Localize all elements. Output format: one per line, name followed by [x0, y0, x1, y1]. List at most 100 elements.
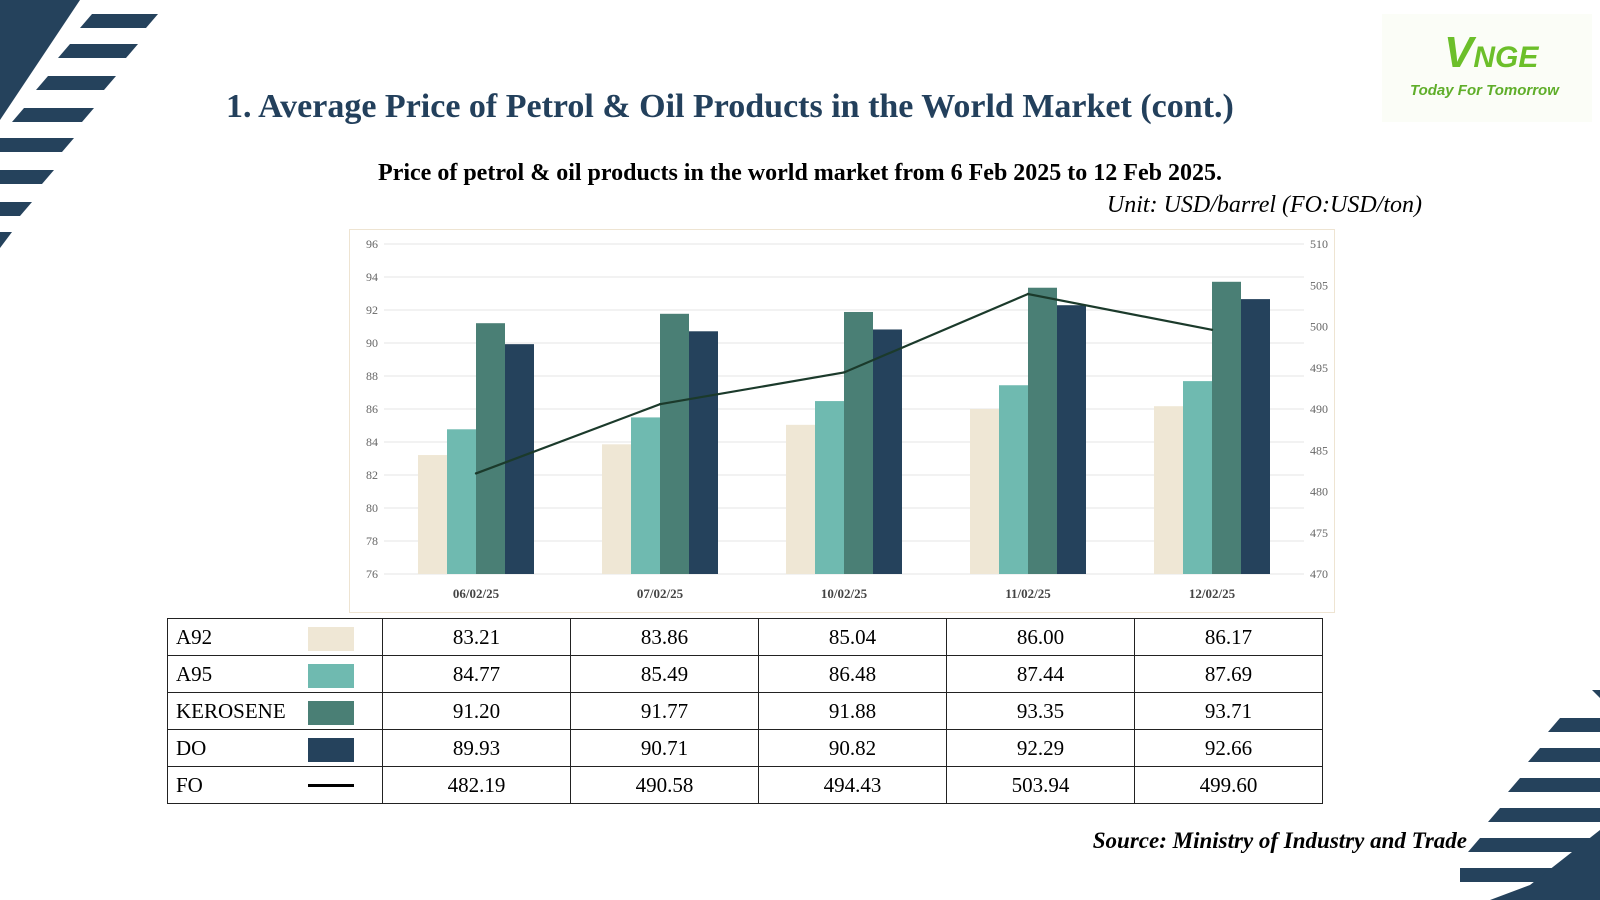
- unit-label: Unit: USD/barrel (FO:USD/ton): [1106, 192, 1422, 218]
- series-name: FO: [176, 772, 203, 797]
- x-tick-label: 07/02/25: [637, 586, 684, 601]
- table-cell: 92.29: [946, 729, 1135, 767]
- table-cell: 90.82: [758, 729, 947, 767]
- legend-color-swatch: [308, 627, 354, 651]
- series-name: A95: [176, 661, 213, 686]
- legend-color-swatch: [308, 664, 354, 688]
- table-cell: 83.86: [570, 618, 759, 656]
- x-tick-label: 06/02/25: [453, 586, 500, 601]
- bar-kerosene-2: [844, 311, 873, 574]
- bar-do-0: [505, 344, 534, 574]
- table-cell: 83.21: [382, 618, 571, 656]
- series-name-cell: DO: [167, 729, 383, 767]
- series-name: A92: [176, 624, 213, 649]
- combo-chart: 76 78 80 82 84 86 88 90 92 94 96 470 475 480 485 490 495…: [366, 237, 1328, 601]
- bar-a92-1: [602, 444, 631, 574]
- table-cell: 87.44: [946, 655, 1135, 693]
- page-title: 1. Average Price of Petrol & Oil Product…: [226, 88, 1234, 125]
- table-row: KEROSENE 91.20 91.77 91.88 93.35 93.71: [167, 692, 1323, 730]
- table-cell: 86.17: [1134, 618, 1323, 656]
- y2-tick-label: 510: [1310, 237, 1328, 251]
- series-name-cell: A95: [167, 655, 383, 693]
- x-tick-label: 11/02/25: [1005, 586, 1051, 601]
- y2-tick-label: 505: [1310, 278, 1328, 292]
- bar-do-2: [873, 329, 902, 574]
- legend-color-swatch: [308, 738, 354, 762]
- table-cell: 92.66: [1134, 729, 1323, 767]
- y-tick-label: 82: [366, 468, 378, 482]
- table-cell: 87.69: [1134, 655, 1323, 693]
- company-logo: VNGE Today For Tomorrow: [1382, 14, 1592, 122]
- y-tick-label: 78: [366, 534, 378, 548]
- table-cell: 91.88: [758, 692, 947, 730]
- decorative-stripes-bottom-right: [1460, 690, 1600, 900]
- table-cell: 85.04: [758, 618, 947, 656]
- y2-tick-label: 485: [1310, 443, 1328, 457]
- y-tick-label: 96: [366, 237, 378, 251]
- line-point-fo-4: [1210, 328, 1214, 331]
- table-cell: 85.49: [570, 655, 759, 693]
- bar-a95-3: [999, 385, 1028, 574]
- table-cell: 89.93: [382, 729, 571, 767]
- table-cell: 494.43: [758, 766, 947, 804]
- y-tick-label: 88: [366, 369, 378, 383]
- decorative-stripes-top-left: [0, 0, 158, 248]
- y2-tick-label: 475: [1310, 526, 1328, 540]
- bar-kerosene-4: [1212, 281, 1241, 574]
- y-tick-label: 94: [366, 270, 378, 284]
- bar-a92-0: [418, 455, 447, 574]
- bar-a95-4: [1183, 381, 1212, 574]
- bar-do-3: [1057, 305, 1086, 574]
- bar-a95-1: [631, 417, 660, 574]
- line-point-fo-3: [1026, 292, 1030, 296]
- bar-a92-4: [1154, 406, 1183, 574]
- line-point-fo-0: [474, 472, 478, 475]
- y-tick-label: 76: [366, 567, 378, 581]
- bar-do-4: [1241, 299, 1270, 574]
- series-name-cell: FO: [167, 766, 383, 804]
- table-cell: 482.19: [382, 766, 571, 804]
- y2-tick-label: 490: [1310, 402, 1328, 416]
- series-name: KEROSENE: [176, 698, 286, 723]
- line-point-fo-1: [658, 403, 662, 406]
- table-row: DO 89.93 90.71 90.82 92.29 92.66: [167, 729, 1323, 767]
- bar-do-1: [689, 331, 718, 574]
- bar-kerosene-1: [660, 313, 689, 574]
- y-tick-label: 80: [366, 501, 378, 515]
- table-cell: 503.94: [946, 766, 1135, 804]
- logo-tagline: Today For Tomorrow: [1410, 82, 1559, 99]
- table-cell: 86.00: [946, 618, 1135, 656]
- y2-tick-label: 480: [1310, 485, 1328, 499]
- series-name-cell: KEROSENE: [167, 692, 383, 730]
- bar-kerosene-0: [476, 323, 505, 574]
- chart-panel: 76 78 80 82 84 86 88 90 92 94 96 470 475 480 485 490 495…: [349, 229, 1335, 613]
- legend-line-swatch: [308, 784, 354, 787]
- table-cell: 86.48: [758, 655, 947, 693]
- data-table: A92 83.21 83.86 85.04 86.00 86.17 A95 84.77 85.4…: [167, 618, 1323, 804]
- table-cell: 490.58: [570, 766, 759, 804]
- series-name-cell: A92: [167, 618, 383, 656]
- y-tick-label: 86: [366, 402, 378, 416]
- table-cell: 93.35: [946, 692, 1135, 730]
- bar-a95-2: [815, 401, 844, 574]
- y-tick-label: 90: [366, 336, 378, 350]
- y2-tick-label: 495: [1310, 361, 1328, 375]
- y-tick-label: 92: [366, 303, 378, 317]
- table-cell: 91.20: [382, 692, 571, 730]
- y2-tick-label: 470: [1310, 567, 1328, 581]
- table-cell: 499.60: [1134, 766, 1323, 804]
- bar-kerosene-3: [1028, 287, 1057, 574]
- bar-a92-3: [970, 409, 999, 574]
- table-row: FO 482.19 490.58 494.43 503.94 499.60: [167, 766, 1323, 804]
- table-cell: 84.77: [382, 655, 571, 693]
- table-cell: 91.77: [570, 692, 759, 730]
- legend-color-swatch: [308, 701, 354, 725]
- logo-wordmark: VNGE: [1444, 28, 1539, 77]
- y2-tick-label: 500: [1310, 320, 1328, 334]
- x-tick-label: 10/02/25: [821, 586, 868, 601]
- bar-a92-2: [786, 424, 815, 574]
- table-cell: 93.71: [1134, 692, 1323, 730]
- series-name: DO: [176, 735, 207, 760]
- bar-a95-0: [447, 429, 476, 574]
- table-row: A92 83.21 83.86 85.04 86.00 86.17: [167, 618, 1323, 656]
